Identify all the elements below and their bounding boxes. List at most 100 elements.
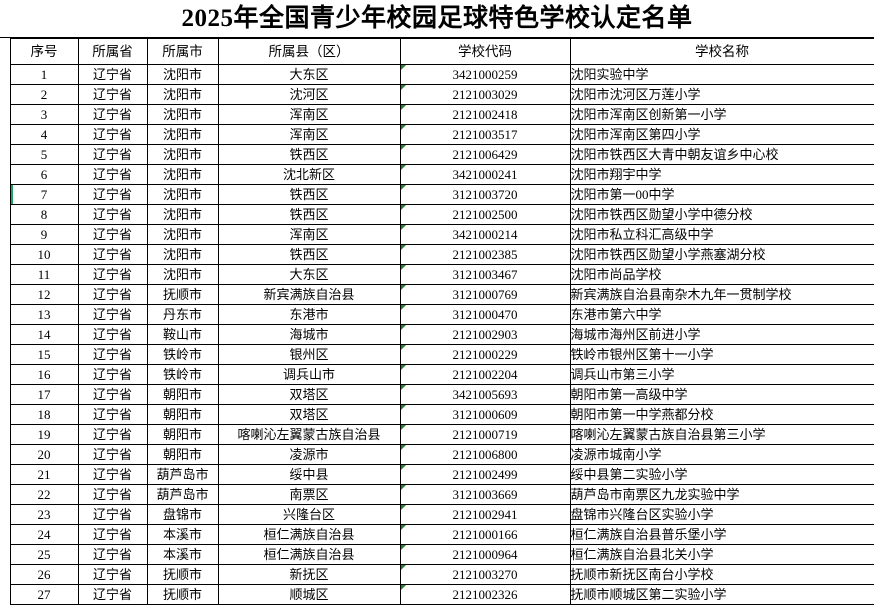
table-row[interactable]: 16 辽宁省 铁岭市 调兵山市 2121002204 调兵山市第三小学 bbox=[0, 364, 874, 385]
column-header-county[interactable]: 所属县（区） bbox=[217, 38, 401, 65]
cell-school-name[interactable]: 沈阳市铁西区勋望小学中德分校 bbox=[569, 204, 874, 225]
cell-school-name[interactable]: 喀喇沁左翼蒙古族自治县第三小学 bbox=[569, 424, 874, 445]
cell-index[interactable]: 11 bbox=[9, 264, 79, 285]
table-row[interactable]: 17 辽宁省 朝阳市 双塔区 3421005693 朝阳市第一高级中学 bbox=[0, 384, 874, 405]
cell-school-name[interactable]: 抚顺市顺城区第二实验小学 bbox=[569, 584, 874, 605]
table-row[interactable]: 27 辽宁省 抚顺市 顺城区 2121002326 抚顺市顺城区第二实验小学 bbox=[0, 584, 874, 605]
cell-school-name[interactable]: 沈阳市第一00中学 bbox=[569, 184, 874, 205]
cell-city[interactable]: 沈阳市 bbox=[146, 104, 219, 125]
cell-index[interactable]: 9 bbox=[9, 224, 79, 245]
cell-index[interactable]: 27 bbox=[9, 584, 79, 605]
column-header-index[interactable]: 序号 bbox=[9, 38, 79, 65]
cell-county[interactable]: 铁西区 bbox=[217, 144, 401, 165]
table-row[interactable]: 1 辽宁省 沈阳市 大东区 3421000259 沈阳实验中学 bbox=[0, 64, 874, 85]
cell-province[interactable]: 辽宁省 bbox=[77, 104, 148, 125]
cell-province[interactable]: 辽宁省 bbox=[77, 244, 148, 265]
cell-school-code[interactable]: 2121002418 bbox=[399, 104, 571, 125]
cell-school-name[interactable]: 凌源市城南小学 bbox=[569, 444, 874, 465]
cell-school-name[interactable]: 铁岭市银州区第十一小学 bbox=[569, 344, 874, 365]
cell-province[interactable]: 辽宁省 bbox=[77, 484, 148, 505]
cell-county[interactable]: 大东区 bbox=[217, 264, 401, 285]
cell-province[interactable]: 辽宁省 bbox=[77, 444, 148, 465]
cell-county[interactable]: 海城市 bbox=[217, 324, 401, 345]
table-row[interactable]: 2 辽宁省 沈阳市 沈河区 2121003029 沈阳市沈河区万莲小学 bbox=[0, 84, 874, 105]
cell-school-code[interactable]: 2121000964 bbox=[399, 544, 571, 565]
cell-county[interactable]: 桓仁满族自治县 bbox=[217, 544, 401, 565]
table-row[interactable]: 23 辽宁省 盘锦市 兴隆台区 2121002941 盘锦市兴隆台区实验小学 bbox=[0, 504, 874, 525]
cell-school-code[interactable]: 3121000470 bbox=[399, 304, 571, 325]
cell-county[interactable]: 凌源市 bbox=[217, 444, 401, 465]
table-row[interactable]: 15 辽宁省 铁岭市 银州区 2121000229 铁岭市银州区第十一小学 bbox=[0, 344, 874, 365]
cell-school-code[interactable]: 3121003669 bbox=[399, 484, 571, 505]
cell-school-name[interactable]: 沈阳市尚品学校 bbox=[569, 264, 874, 285]
table-row[interactable]: 25 辽宁省 本溪市 桓仁满族自治县 2121000964 桓仁满族自治县北关小学 bbox=[0, 544, 874, 565]
cell-province[interactable]: 辽宁省 bbox=[77, 424, 148, 445]
cell-index[interactable]: 20 bbox=[9, 444, 79, 465]
cell-school-code[interactable]: 2121002204 bbox=[399, 364, 571, 385]
cell-index[interactable]: 16 bbox=[9, 364, 79, 385]
cell-school-code[interactable]: 2121000166 bbox=[399, 524, 571, 545]
table-row[interactable]: 26 辽宁省 抚顺市 新抚区 2121003270 抚顺市新抚区南台小学校 bbox=[0, 564, 874, 585]
cell-index[interactable]: 23 bbox=[9, 504, 79, 525]
cell-school-code[interactable]: 2121006429 bbox=[399, 144, 571, 165]
cell-index[interactable]: 25 bbox=[9, 544, 79, 565]
cell-school-code[interactable]: 2121002499 bbox=[399, 464, 571, 485]
cell-province[interactable]: 辽宁省 bbox=[77, 544, 148, 565]
cell-index[interactable]: 8 bbox=[9, 204, 79, 225]
cell-city[interactable]: 沈阳市 bbox=[146, 164, 219, 185]
cell-city[interactable]: 沈阳市 bbox=[146, 124, 219, 145]
cell-county[interactable]: 新抚区 bbox=[217, 564, 401, 585]
cell-county[interactable]: 双塔区 bbox=[217, 404, 401, 425]
cell-county[interactable]: 铁西区 bbox=[217, 184, 401, 205]
cell-school-code[interactable]: 2121002903 bbox=[399, 324, 571, 345]
cell-city[interactable]: 沈阳市 bbox=[146, 264, 219, 285]
cell-index[interactable]: 2 bbox=[9, 84, 79, 105]
cell-province[interactable]: 辽宁省 bbox=[77, 384, 148, 405]
table-row[interactable]: 8 辽宁省 沈阳市 铁西区 2121002500 沈阳市铁西区勋望小学中德分校 bbox=[0, 204, 874, 225]
cell-county[interactable]: 铁西区 bbox=[217, 244, 401, 265]
table-row[interactable]: 11 辽宁省 沈阳市 大东区 3121003467 沈阳市尚品学校 bbox=[0, 264, 874, 285]
cell-county[interactable]: 东港市 bbox=[217, 304, 401, 325]
cell-province[interactable]: 辽宁省 bbox=[77, 84, 148, 105]
cell-school-code[interactable]: 2121002500 bbox=[399, 204, 571, 225]
cell-county[interactable]: 沈河区 bbox=[217, 84, 401, 105]
cell-county[interactable]: 调兵山市 bbox=[217, 364, 401, 385]
column-header-school-code[interactable]: 学校代码 bbox=[399, 38, 571, 65]
cell-school-code[interactable]: 3421000214 bbox=[399, 224, 571, 245]
cell-school-name[interactable]: 沈阳市浑南区创新第一小学 bbox=[569, 104, 874, 125]
cell-school-name[interactable]: 海城市海州区前进小学 bbox=[569, 324, 874, 345]
cell-city[interactable]: 朝阳市 bbox=[146, 444, 219, 465]
cell-index[interactable]: 12 bbox=[9, 284, 79, 305]
cell-city[interactable]: 沈阳市 bbox=[146, 204, 219, 225]
table-row[interactable]: 19 辽宁省 朝阳市 喀喇沁左翼蒙古族自治县 2121000719 喀喇沁左翼蒙古族自治县… bbox=[0, 424, 874, 445]
cell-school-name[interactable]: 沈阳实验中学 bbox=[569, 64, 874, 85]
cell-city[interactable]: 朝阳市 bbox=[146, 384, 219, 405]
cell-province[interactable]: 辽宁省 bbox=[77, 324, 148, 345]
cell-school-name[interactable]: 抚顺市新抚区南台小学校 bbox=[569, 564, 874, 585]
cell-city[interactable]: 沈阳市 bbox=[146, 184, 219, 205]
cell-index[interactable]: 4 bbox=[9, 124, 79, 145]
cell-province[interactable]: 辽宁省 bbox=[77, 584, 148, 605]
cell-school-code[interactable]: 2121002326 bbox=[399, 584, 571, 605]
cell-county[interactable]: 南票区 bbox=[217, 484, 401, 505]
cell-school-name[interactable]: 新宾满族自治县南杂木九年一贯制学校 bbox=[569, 284, 874, 305]
cell-city[interactable]: 盘锦市 bbox=[146, 504, 219, 525]
cell-school-code[interactable]: 2121003517 bbox=[399, 124, 571, 145]
cell-index[interactable]: 24 bbox=[9, 524, 79, 545]
cell-school-name[interactable]: 绥中县第二实验小学 bbox=[569, 464, 874, 485]
cell-index[interactable]: 6 bbox=[9, 164, 79, 185]
cell-county[interactable]: 喀喇沁左翼蒙古族自治县 bbox=[217, 424, 401, 445]
table-row[interactable]: 5 辽宁省 沈阳市 铁西区 2121006429 沈阳市铁西区大青中朝友谊乡中心校 bbox=[0, 144, 874, 165]
cell-index[interactable]: 17 bbox=[9, 384, 79, 405]
table-row[interactable]: 20 辽宁省 朝阳市 凌源市 2121006800 凌源市城南小学 bbox=[0, 444, 874, 465]
cell-province[interactable]: 辽宁省 bbox=[77, 364, 148, 385]
table-row[interactable]: 3 辽宁省 沈阳市 浑南区 2121002418 沈阳市浑南区创新第一小学 bbox=[0, 104, 874, 125]
cell-school-code[interactable]: 2121003029 bbox=[399, 84, 571, 105]
cell-city[interactable]: 本溪市 bbox=[146, 524, 219, 545]
table-row[interactable]: 24 辽宁省 本溪市 桓仁满族自治县 2121000166 桓仁满族自治县普乐堡小学 bbox=[0, 524, 874, 545]
cell-index[interactable]: 1 bbox=[9, 64, 79, 85]
cell-school-code[interactable]: 2121000719 bbox=[399, 424, 571, 445]
cell-index[interactable]: 19 bbox=[9, 424, 79, 445]
table-row[interactable]: 6 辽宁省 沈阳市 沈北新区 3421000241 沈阳市翔宇中学 bbox=[0, 164, 874, 185]
cell-province[interactable]: 辽宁省 bbox=[77, 164, 148, 185]
